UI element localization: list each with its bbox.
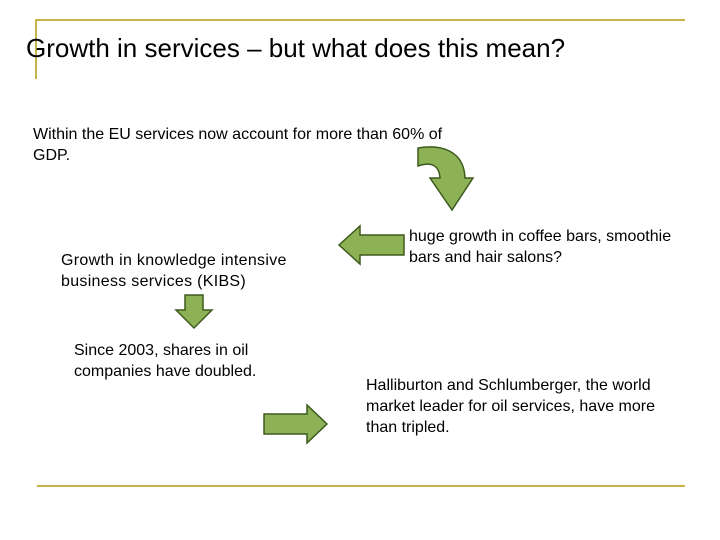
frame-top-rule [35,19,685,21]
left-arrow-icon [337,224,405,266]
coffee-bars-text: huge growth in coffee bars, smoothie bar… [409,228,672,266]
eu-services-text: Within the EU services now account for m… [33,126,443,164]
down-arrow-icon [174,294,214,330]
kibs-text: Growth in knowledge intensive business s… [61,252,287,290]
oil-shares-text: Since 2003, shares in oil companies have… [74,342,257,380]
frame-left-rule [35,19,37,79]
curved-down-arrow-icon [417,146,475,212]
right-arrow-icon [263,403,329,445]
frame-bottom-rule [37,485,685,487]
slide-title: Growth in services – but what does this … [26,33,566,63]
halliburton-text: Halliburton and Schlumberger, the world … [366,377,655,436]
